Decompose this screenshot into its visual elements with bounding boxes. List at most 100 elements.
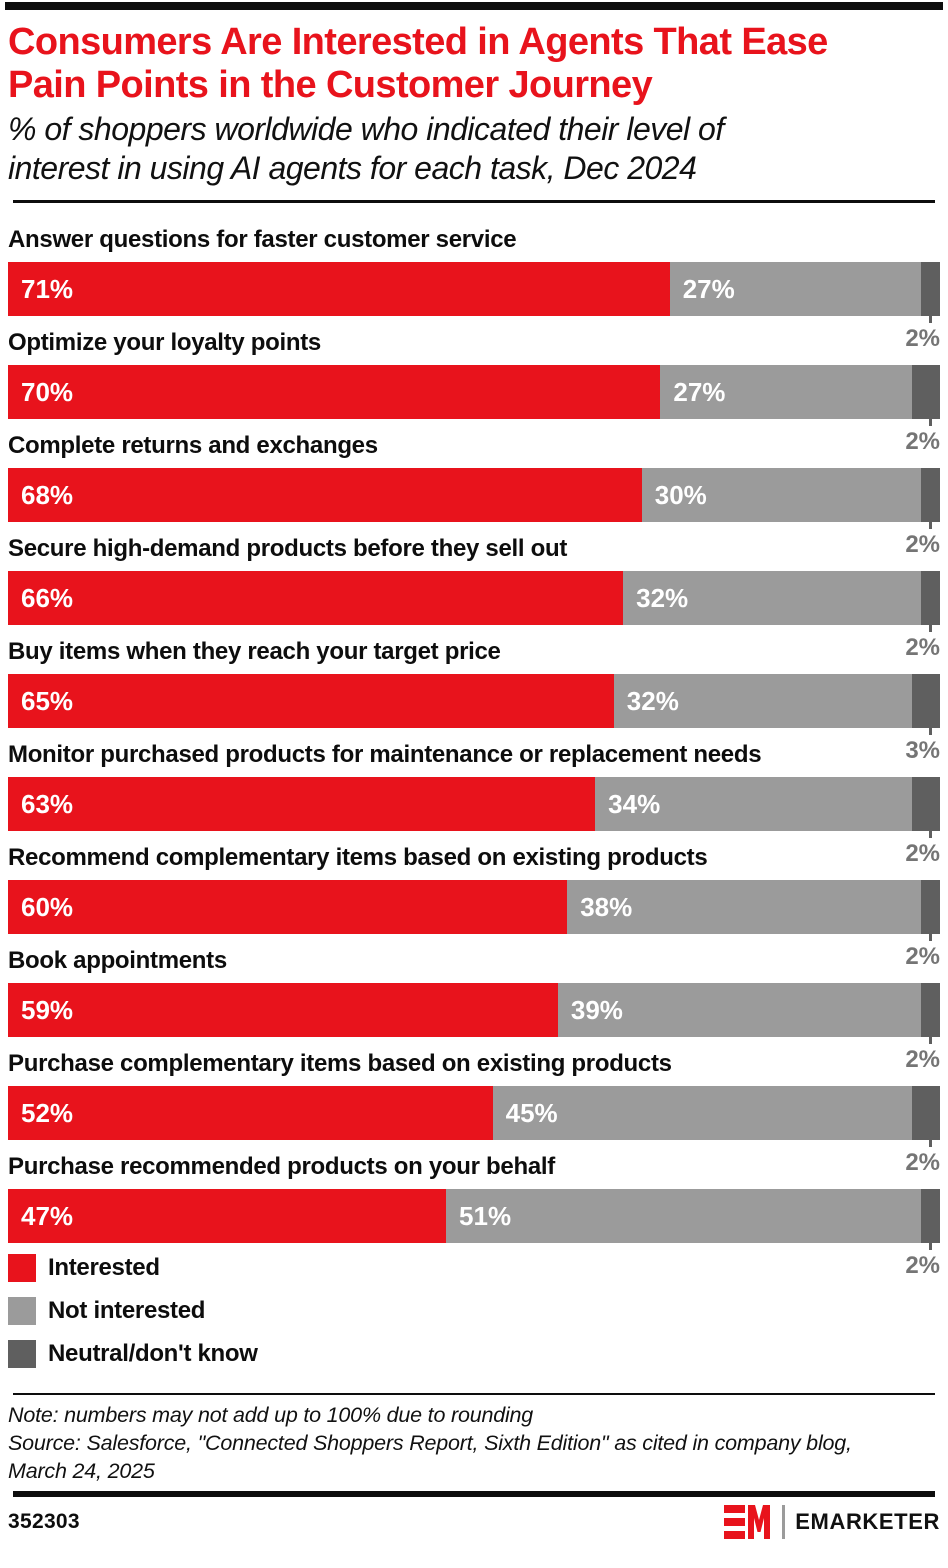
interested-segment: 63%	[8, 777, 596, 832]
legend-label: Neutral/don't know	[48, 1340, 258, 1368]
brand-wordmark: EMARKETER	[795, 1508, 940, 1534]
bar-row: Monitor purchased products for maintenan…	[8, 734, 940, 867]
footer: 352303 EMARKETER	[8, 1504, 940, 1539]
category-label: Recommend complementary items based on e…	[8, 843, 708, 871]
interested-value: 52%	[21, 1097, 74, 1128]
not-interested-value: 51%	[459, 1200, 512, 1231]
neutral-value: 2%	[905, 428, 940, 456]
neutral-swatch	[8, 1340, 36, 1369]
not-interested-segment: 30%	[641, 468, 922, 523]
category-label: Buy items when they reach your target pr…	[8, 637, 501, 665]
not-interested-value: 38%	[580, 891, 633, 922]
interested-segment: 68%	[8, 468, 642, 523]
not-interested-segment: 32%	[613, 674, 913, 729]
stacked-bar: 68% 30%	[8, 468, 940, 523]
interested-value: 65%	[21, 685, 74, 716]
bar-row: Answer questions for faster customer ser…	[8, 219, 940, 352]
not-interested-value: 32%	[626, 685, 679, 716]
source-text-line-2: March 24, 2025	[8, 1459, 155, 1484]
neutral-tick	[929, 625, 932, 633]
logo-divider	[782, 1504, 786, 1539]
not-interested-segment: 27%	[669, 262, 922, 317]
neutral-value: 2%	[905, 634, 940, 662]
not-interested-value: 27%	[673, 376, 726, 407]
footer-rule	[13, 1490, 935, 1497]
neutral-tick	[929, 419, 932, 427]
not-interested-segment: 45%	[492, 1086, 913, 1141]
not-interested-segment: 34%	[595, 777, 913, 832]
stacked-bar: 66% 32%	[8, 571, 940, 626]
neutral-value: 2%	[905, 531, 940, 559]
header-rule	[13, 200, 935, 204]
interested-segment: 47%	[8, 1189, 447, 1244]
legend-item-interested: Interested	[8, 1254, 940, 1283]
not-interested-segment: 51%	[446, 1189, 922, 1244]
interested-value: 66%	[21, 582, 74, 613]
legend-item-neutral: Neutral/don't know	[8, 1340, 940, 1369]
bar-row: Complete returns and exchanges 68% 30% 2…	[8, 425, 940, 558]
category-label: Answer questions for faster customer ser…	[8, 225, 517, 253]
chart-subtitle-line-1: % of shoppers worldwide who indicated th…	[8, 111, 724, 148]
category-label: Complete returns and exchanges	[8, 431, 378, 459]
stacked-bar: 63% 34%	[8, 777, 940, 832]
bar-row: Recommend complementary items based on e…	[8, 837, 940, 970]
bar-row: Purchase complementary items based on ex…	[8, 1043, 940, 1176]
neutral-segment	[921, 468, 940, 523]
neutral-value: 3%	[905, 737, 940, 765]
bar-row: Secure high-demand products before they …	[8, 528, 940, 661]
not-interested-value: 32%	[636, 582, 689, 613]
neutral-value: 2%	[905, 840, 940, 868]
interested-value: 59%	[21, 994, 74, 1025]
chart-area: Answer questions for faster customer ser…	[8, 219, 940, 1279]
not-interested-value: 34%	[608, 788, 661, 819]
neutral-tick	[929, 522, 932, 530]
interested-value: 47%	[21, 1200, 74, 1231]
stacked-bar: 60% 38%	[8, 880, 940, 935]
not-interested-segment: 32%	[623, 571, 922, 626]
interested-segment: 60%	[8, 880, 568, 935]
neutral-value: 2%	[905, 325, 940, 353]
page-title: Consumers Are Interested in Agents That …	[8, 21, 940, 106]
stacked-bar: 59% 39%	[8, 983, 940, 1038]
neutral-tick	[929, 316, 932, 324]
category-label: Secure high-demand products before they …	[8, 534, 568, 562]
page-title-line-1: Consumers Are Interested in Agents That …	[8, 21, 828, 63]
not-interested-value: 30%	[654, 479, 707, 510]
chart-subtitle: % of shoppers worldwide who indicated th…	[8, 110, 940, 188]
neutral-segment	[912, 1086, 940, 1141]
neutral-tick	[929, 728, 932, 736]
stacked-bar: 71% 27%	[8, 262, 940, 317]
not-interested-segment: 38%	[567, 880, 922, 935]
interested-value: 63%	[21, 788, 74, 819]
legend-label: Interested	[48, 1254, 160, 1282]
interested-value: 71%	[21, 273, 74, 304]
chart-subtitle-line-2: interest in using AI agents for each tas…	[8, 150, 697, 187]
neutral-tick	[929, 1243, 932, 1251]
not-interested-value: 27%	[682, 273, 735, 304]
category-label: Optimize your loyalty points	[8, 328, 321, 356]
legend-label: Not interested	[48, 1297, 206, 1325]
stacked-bar: 65% 32%	[8, 674, 940, 729]
note-text: Note: numbers may not add up to 100% due…	[8, 1403, 534, 1428]
interested-value: 60%	[21, 891, 74, 922]
neutral-segment	[912, 674, 940, 729]
emarketer-monogram-icon	[724, 1504, 771, 1539]
notes-block: Note: numbers may not add up to 100% due…	[8, 1402, 940, 1486]
interested-segment: 66%	[8, 571, 624, 626]
neutral-tick	[929, 934, 932, 942]
neutral-segment	[921, 1189, 940, 1244]
not-interested-swatch	[8, 1297, 36, 1326]
neutral-segment	[912, 777, 940, 832]
chart-id: 352303	[8, 1509, 80, 1533]
stacked-bar: 47% 51%	[8, 1189, 940, 1244]
not-interested-value: 39%	[570, 994, 623, 1025]
category-label: Purchase complementary items based on ex…	[8, 1049, 672, 1077]
not-interested-value: 45%	[505, 1097, 558, 1128]
neutral-value: 2%	[905, 1252, 940, 1280]
bar-row: Optimize your loyalty points 70% 27% 2%	[8, 322, 940, 455]
legend: Interested Not interested Neutral/don't …	[8, 1254, 940, 1369]
interested-segment: 65%	[8, 674, 614, 729]
neutral-value: 2%	[905, 943, 940, 971]
neutral-tick	[929, 1037, 932, 1045]
category-label: Book appointments	[8, 946, 227, 974]
